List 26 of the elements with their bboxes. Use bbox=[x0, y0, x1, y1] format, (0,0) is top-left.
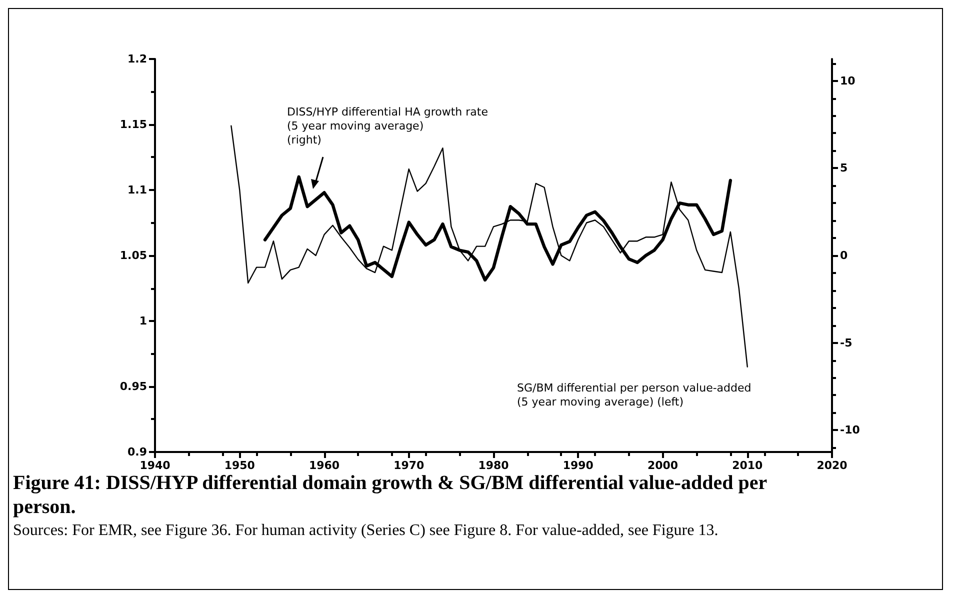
source-note: Sources: For EMR, see Figure 36. For human activity (Series C) see Figure 8. For value-added, see Figure 13. bbox=[12, 521, 720, 541]
text: Figure 41: DISS/HYP differential domain growth & SG/BM differential value-added per person. bbox=[12, 471, 768, 519]
y2-tick-label: 0 bbox=[840, 249, 848, 262]
line-series bbox=[263, 175, 732, 282]
y2-tick-label: -5 bbox=[840, 336, 852, 350]
x-tick-label: 1940 bbox=[140, 459, 171, 472]
y-tick-label: 1.15 bbox=[120, 118, 147, 131]
y-tick-label: 1.2 bbox=[128, 52, 147, 66]
x-tick-label: 1970 bbox=[394, 459, 425, 472]
y-tick-label: 1.05 bbox=[120, 249, 147, 262]
x-tick-label: 1950 bbox=[224, 459, 256, 472]
x-tick-label: 2010 bbox=[732, 459, 764, 472]
x-tick-label: 2000 bbox=[647, 459, 678, 472]
y-tick-label: 0.95 bbox=[120, 380, 147, 393]
x-tick-label: 1990 bbox=[562, 459, 594, 472]
x-tick-label: 2020 bbox=[816, 459, 848, 472]
y2-tick-label: 5 bbox=[840, 162, 848, 175]
y2-tick-label: -10 bbox=[840, 424, 860, 437]
annotation: DISS/HYP differential HA growth rate (5 year moving average) (right) bbox=[287, 106, 488, 146]
x-tick-label: 1960 bbox=[308, 459, 340, 472]
y-tick-label: 0.9 bbox=[128, 446, 147, 458]
annotation: SG/BM differential per person value-added (5 year moving average) (left) bbox=[517, 382, 752, 408]
y-tick-label: 1.1 bbox=[128, 184, 147, 196]
y2-tick-label: 10 bbox=[840, 74, 856, 88]
x-tick-label: 1980 bbox=[478, 459, 510, 472]
y-tick-label: 1 bbox=[139, 314, 147, 328]
